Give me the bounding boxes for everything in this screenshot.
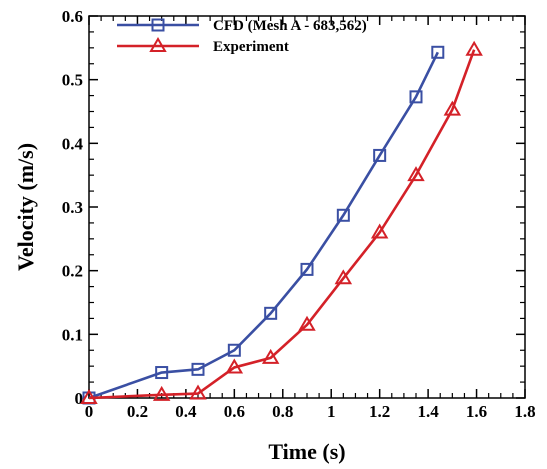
x-tick-label: 1.8 [514,402,535,421]
plot-frame [88,15,526,399]
data-point [409,90,423,104]
legend-entry-1: CFD (Mesh A - 683,562) [117,18,367,34]
data-point [227,343,241,357]
data-point [443,100,462,116]
legend-label: Experiment [213,39,289,55]
y-tick-label: 0 [75,389,84,408]
data-point [407,166,425,182]
x-tick-label: 1.2 [369,402,390,421]
series-2 [80,40,483,404]
data-point [431,45,445,59]
data-point [300,262,314,276]
x-tick-label: 0.4 [175,402,197,421]
data-point [298,315,316,331]
x-tick-label: 1.6 [466,402,487,421]
data-point [336,208,350,222]
x-tick-label: 1.4 [417,402,439,421]
x-tick-label: 0.6 [224,402,245,421]
series-1 [82,45,445,405]
axis-ticks: 0 0.2 0.4 0.6 0.8 1 1.2 1.4 1.6 1.8 0 0.1 0.2 0.3 0.4 0… [62,7,536,421]
x-axis-title: Time (s) [268,439,345,464]
data-point [225,358,244,374]
data-point [465,40,483,56]
legend-marker [149,37,167,52]
data-series [80,40,483,405]
x-tick-label: 0.2 [127,402,148,421]
data-point [189,384,207,400]
data-point [152,385,171,401]
x-tick-label: 1 [327,402,336,421]
legend-entry-2: Experiment [117,37,289,55]
data-point [155,366,169,380]
data-point [261,348,280,364]
data-point [264,306,278,320]
x-tick-label: 0 [85,402,94,421]
y-tick-label: 0.2 [62,262,83,281]
y-tick-label: 0.5 [62,71,83,90]
legend-label: CFD (Mesh A - 683,562) [213,18,367,34]
y-tick-label: 0.3 [62,198,83,217]
y-tick-label: 0.6 [62,7,83,26]
data-point [80,389,98,404]
series-line [88,51,439,400]
legend: CFD (Mesh A - 683,562) Experiment [117,18,367,55]
legend-marker [151,18,165,32]
y-tick-label: 0.1 [62,325,83,344]
data-point [370,223,389,239]
data-point [334,269,353,285]
x-tick-label: 0.8 [272,402,293,421]
data-point [191,362,205,376]
data-point [373,148,387,162]
y-axis-title: Velocity (m/s) [13,143,38,271]
y-tick-label: 0.4 [62,134,84,153]
series-line [88,49,476,400]
